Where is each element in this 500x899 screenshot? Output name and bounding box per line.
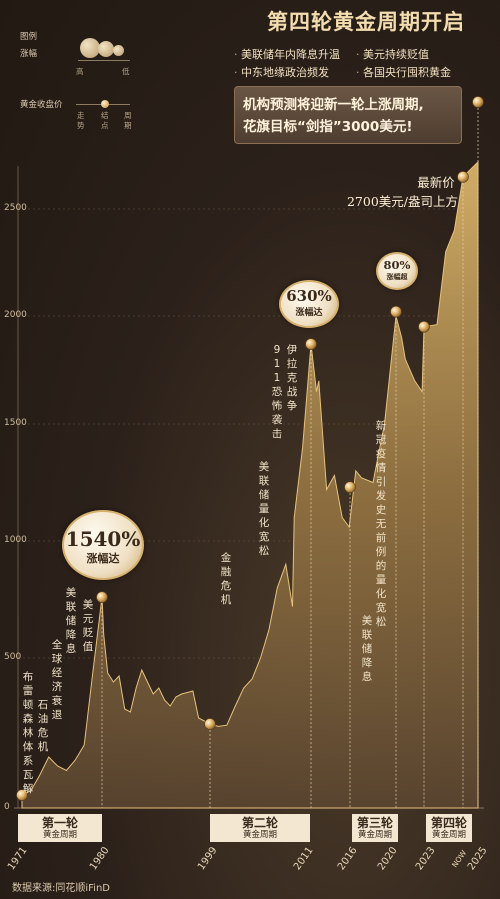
key-point-7	[457, 171, 469, 183]
legend-bubble-small	[113, 45, 124, 56]
event-financial-crisis: 金融危机	[220, 552, 232, 606]
legend-title: 图例	[20, 32, 38, 42]
key-point-4	[344, 481, 356, 493]
bullet-2: 美元持续贬值	[356, 46, 429, 62]
bullet-4: 各国央行囤积黄金	[356, 64, 451, 80]
ytick-0: 0	[4, 802, 10, 812]
ytick-500: 500	[4, 652, 22, 662]
callout-line-1: 机构预测将迎新一轮上涨周期,	[243, 97, 424, 113]
round-4-label: 第四轮 黄金周期	[426, 814, 472, 842]
page-title: 第四轮黄金周期开启	[267, 9, 465, 34]
key-point-6	[418, 320, 430, 333]
key-point-2	[204, 718, 216, 730]
key-point-1	[96, 591, 108, 603]
legend-step-cycle: 周期	[124, 111, 132, 130]
round-2-label: 第二轮 黄金周期	[210, 814, 310, 842]
legend-bubble-large	[80, 38, 100, 58]
key-point-0	[16, 789, 28, 801]
gold-price-area	[21, 160, 479, 809]
badge-630: 630% 涨幅达	[279, 280, 339, 328]
event-iraq-war: 伊拉克战争	[286, 344, 298, 412]
ytick-2000: 2000	[4, 310, 27, 320]
bullet-1: 美联储年内降息升温	[234, 46, 340, 62]
legend-scale-line	[78, 60, 130, 61]
legend-step-node: 结点	[101, 111, 109, 130]
ytick-1500: 1500	[4, 418, 27, 428]
bullet-3: 中东地缘政治频发	[234, 64, 329, 80]
event-oil-crisis: 石油危机	[37, 699, 49, 753]
event-dollar-depreciation: 美元贬值	[82, 599, 94, 653]
legend-rise-label: 涨幅	[20, 49, 38, 59]
ytick-2500: 2500	[4, 203, 27, 213]
forecast-callout	[234, 86, 462, 144]
badge-1540: 1540% 涨幅达	[62, 510, 144, 580]
event-covid-qe: 新冠疫情引发史无前例的量化宽松	[375, 420, 387, 628]
ytick-1000: 1000	[4, 535, 27, 545]
legend-low: 低	[122, 67, 130, 76]
event-global-recession: 全球经济衰退	[51, 639, 63, 721]
callout-line-2: 花旗目标“剑指”3000美元!	[243, 119, 413, 135]
round-1-label: 第一轮 黄金周期	[18, 814, 102, 842]
round-3-label: 第三轮 黄金周期	[352, 814, 398, 842]
latest-label: 最新价	[417, 175, 455, 190]
key-point-5	[390, 305, 402, 318]
event-911: 911恐怖袭击	[271, 344, 283, 440]
event-fed-rate-cut-2: 美联储降息	[361, 615, 373, 683]
event-fed-rate-cut-1: 美联储降息	[65, 587, 77, 655]
event-fed-qe: 美联储量化宽松	[258, 461, 270, 557]
event-bretton-woods: 布雷顿森林体系瓦解	[22, 671, 34, 795]
legend-price-label: 黄金收盘价	[20, 100, 63, 110]
badge-80: 80% 涨幅超	[376, 252, 418, 290]
legend-node-dot	[101, 100, 109, 108]
key-point-3	[305, 338, 317, 350]
legend-bubble-medium	[98, 41, 114, 57]
legend-high: 高	[76, 67, 84, 76]
latest-price: 2700美元/盎司上方	[346, 194, 459, 209]
legend-step-trend: 走势	[77, 111, 85, 130]
data-source: 数据来源:同花顺iFinD	[12, 883, 110, 894]
key-point-8	[472, 96, 484, 108]
